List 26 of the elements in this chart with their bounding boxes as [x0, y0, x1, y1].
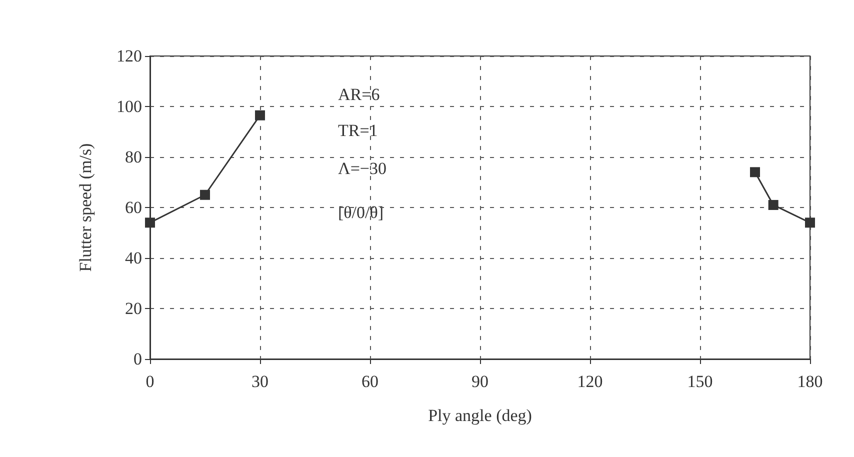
point	[145, 218, 155, 228]
y-tick-label: 40	[125, 248, 142, 268]
annotation: TR=1	[338, 121, 378, 140]
x-tick-label: 120	[577, 372, 603, 391]
y-tick-label: 80	[125, 148, 142, 166]
annotation: AR=6	[338, 85, 380, 104]
x-tick-label: 180	[797, 372, 823, 391]
x-tick-label: 30	[252, 372, 268, 391]
point	[768, 200, 778, 210]
x-tick-label: 150	[687, 372, 713, 391]
y-tick-label: 0	[134, 350, 142, 368]
point	[255, 110, 265, 120]
y-tick-label: 100	[116, 97, 142, 116]
annotation: Λ=−30	[338, 159, 387, 178]
point	[805, 218, 815, 228]
annotation: [θ/0/θ]	[338, 203, 384, 222]
point	[200, 190, 210, 200]
y-tick-label: 20	[125, 299, 142, 318]
x-tick-label: 90	[472, 372, 488, 391]
x-tick-label: 0	[146, 372, 154, 391]
y-tick-label: 120	[116, 46, 142, 66]
x-tick-label: 60	[362, 372, 378, 391]
y-axis-title: Flutter speed (m/s)	[76, 143, 95, 272]
point	[750, 167, 760, 178]
x-axis-title: Ply angle (deg)	[428, 406, 532, 425]
y-tick-label: 60	[125, 198, 142, 217]
